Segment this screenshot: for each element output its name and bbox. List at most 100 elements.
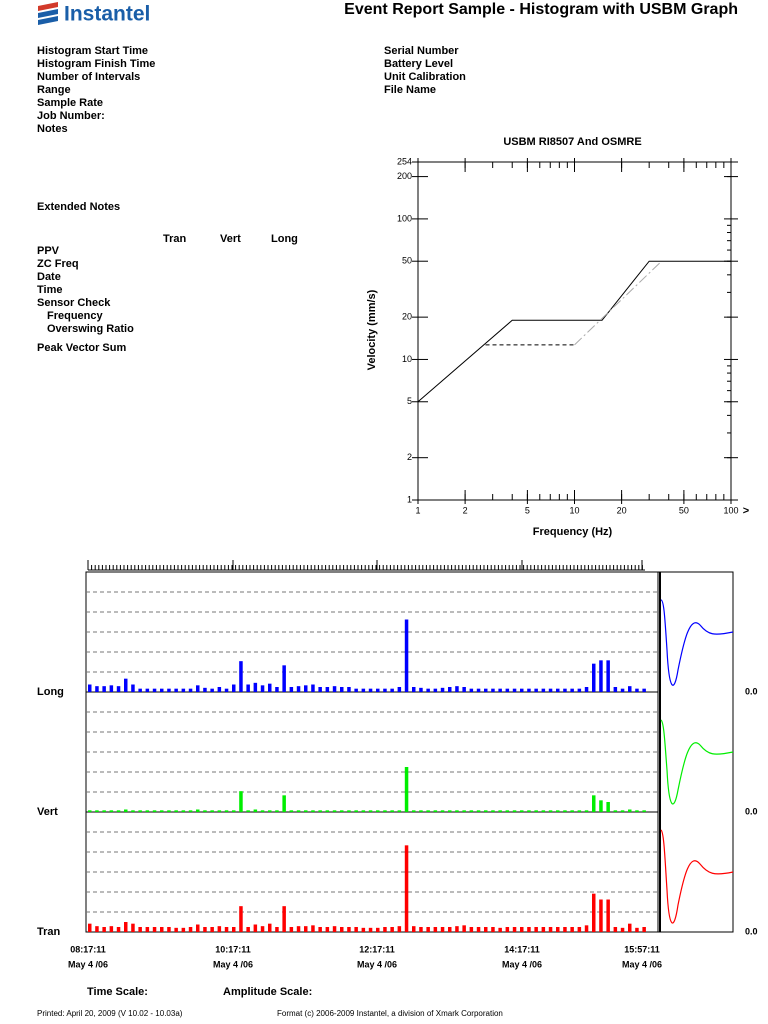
bar — [354, 688, 358, 692]
bar — [124, 678, 128, 692]
x-axis-label: Frequency (Hz) — [533, 526, 613, 538]
bar — [304, 685, 308, 692]
bar — [462, 810, 466, 812]
bar — [520, 810, 524, 812]
bar — [246, 810, 250, 812]
x-tick-label: 100 — [723, 505, 738, 515]
bar — [210, 927, 214, 932]
row-label: Sensor Check — [37, 297, 111, 309]
bar — [282, 795, 286, 812]
bar — [347, 687, 351, 692]
bar — [304, 926, 308, 932]
bar — [548, 927, 553, 932]
field-label: Histogram Finish Time — [37, 58, 155, 70]
bar — [289, 687, 294, 692]
time-scale: Time Scale: — [87, 986, 148, 998]
bar — [275, 810, 279, 812]
usbm-frame — [417, 161, 732, 501]
bar — [196, 809, 200, 812]
bar — [88, 923, 92, 932]
channel-label: Long — [37, 686, 64, 698]
column-header: Long — [271, 233, 298, 245]
bar — [469, 927, 474, 932]
row-label: Date — [37, 271, 61, 283]
bar — [548, 688, 553, 692]
bar — [628, 809, 632, 812]
bar — [325, 927, 330, 932]
bar — [505, 927, 510, 932]
bar — [181, 810, 186, 812]
bar — [404, 767, 409, 812]
bar — [167, 810, 171, 812]
bar — [448, 687, 452, 692]
bar — [224, 688, 229, 692]
bar — [102, 927, 106, 932]
bar — [397, 810, 402, 812]
bar — [289, 927, 294, 932]
logo-text: Instantel — [64, 3, 150, 26]
bar — [109, 810, 114, 812]
bar — [484, 810, 488, 812]
bar — [448, 810, 452, 812]
bar — [253, 924, 258, 932]
bar — [520, 927, 524, 932]
bar — [268, 683, 272, 692]
bar — [152, 810, 157, 812]
bar — [224, 810, 229, 812]
bar — [592, 795, 596, 812]
bar — [505, 810, 510, 812]
field-label: Serial Number — [384, 45, 459, 57]
bar — [282, 906, 286, 932]
bar — [210, 688, 214, 692]
bar — [548, 810, 553, 812]
bar — [145, 927, 150, 932]
bar — [116, 927, 121, 932]
bar — [570, 688, 574, 692]
bar — [383, 810, 387, 812]
bar — [577, 927, 582, 932]
bar — [556, 688, 560, 692]
date-label: May 4 /06 — [357, 959, 397, 969]
y-tick-label: 254 — [397, 156, 412, 166]
bar — [95, 686, 99, 692]
bar — [642, 927, 646, 932]
bar — [174, 688, 178, 692]
waveforms — [660, 599, 734, 924]
date-label: May 4 /06 — [68, 959, 108, 969]
bar — [239, 661, 243, 692]
bar — [541, 688, 546, 692]
bar — [232, 684, 236, 692]
bar — [368, 810, 373, 812]
field-label: Notes — [37, 123, 68, 135]
bar — [476, 927, 481, 932]
bar — [433, 688, 438, 692]
bar — [563, 927, 567, 932]
bar — [520, 688, 524, 692]
bar — [239, 906, 243, 932]
bar — [354, 927, 358, 932]
y-tick-label: 50 — [402, 256, 412, 266]
bar — [296, 926, 301, 932]
amplitude-scale: Amplitude Scale: — [223, 986, 312, 998]
bar — [174, 810, 178, 812]
usbm-title: USBM RI8507 And OSMRE — [503, 136, 641, 148]
bar — [282, 665, 286, 692]
bar — [440, 687, 445, 692]
bar — [304, 810, 308, 812]
bar — [188, 810, 193, 812]
bar — [433, 810, 438, 812]
bar — [376, 810, 380, 812]
bar — [383, 688, 387, 692]
bar — [253, 809, 258, 812]
y-tick-label: 1 — [407, 494, 412, 504]
y-tick-label: 20 — [402, 312, 412, 322]
bar — [124, 922, 128, 932]
bar — [606, 899, 610, 932]
bar — [275, 927, 279, 932]
date-label: May 4 /06 — [622, 959, 662, 969]
bar — [599, 899, 603, 932]
bar — [232, 927, 236, 932]
bar — [260, 685, 265, 692]
bar — [102, 810, 106, 812]
